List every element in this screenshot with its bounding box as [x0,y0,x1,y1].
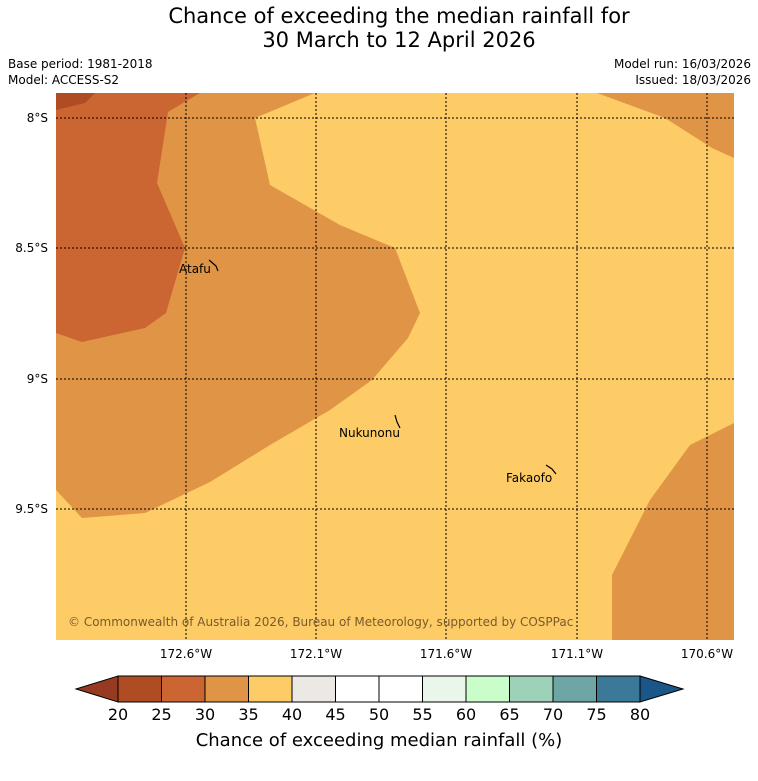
colorbar-tick-35: 35 [238,705,259,724]
colorbar-segment-55-60 [422,675,467,703]
colorbar-segment-25-30 [161,675,206,703]
lat-label-8s: 8°S [26,111,48,125]
model-name: Model: ACCESS-S2 [8,73,120,87]
nukunonu-island [394,414,401,429]
colorbar-segment-60-65 [465,675,510,703]
colorbar-over-arrow [639,675,685,703]
lon-label-170-6w: 170.6°W [680,647,734,661]
lon-label-171-6w: 171.6°W [419,647,473,661]
base-period: Base period: 1981-2018 [8,57,153,71]
colorbar-tick-20: 20 [107,705,129,724]
lon-label-172-1w: 172.1°W [289,647,343,661]
copyright-notice: © Commonwealth of Australia 2026, Bureau… [68,615,573,629]
colorbar-segment-40-45 [291,675,336,703]
title-line-2: 30 March to 12 April 2026 [262,28,536,52]
colorbar-tick-60: 60 [455,705,477,724]
atafu-island [208,259,219,272]
lat-label-9-5s: 9.5°S [15,502,48,516]
band-30-35-southeast-region [612,423,734,640]
colorbar-tick-45: 45 [325,705,346,724]
colorbar-segment-50-55 [378,675,423,703]
band-20-25-corner [56,93,95,110]
place-fakaofo: Fakaofo [506,471,552,485]
island-outlines [208,259,557,475]
lat-label-8-5s: 8.5°S [15,241,48,255]
colorbar-segment-20-25 [117,675,162,703]
issued-date: Issued: 18/03/2026 [635,73,751,87]
gridlines [56,93,734,640]
colorbar-tick-65: 65 [499,705,520,724]
colorbar-tick-55: 55 [412,705,433,724]
chart-title: Chance of exceeding the median rainfall … [0,4,758,52]
colorbar-tick-40: 40 [281,705,303,724]
colorbar-under-arrow [74,675,119,703]
lat-label-9s: 9°S [26,372,48,386]
meta-left: Base period: 1981-2018 Model: ACCESS-S2 [8,56,153,88]
colorbar-segment-35-40 [248,675,293,703]
colorbar-tick-50: 50 [368,705,390,724]
band-30-35-northeast-region [597,93,734,158]
lon-label-172-6w: 172.6°W [159,647,213,661]
colorbar-label: Chance of exceeding median rainfall (%) [195,730,563,751]
lon-label-171-1w: 171.1°W [550,647,604,661]
colorbar-tick-70: 70 [542,705,564,724]
map-area: Atafu Nukunonu Fakaofo © Commonwealth of… [56,93,734,640]
colorbar-segment-30-35 [204,675,249,703]
colorbar [74,675,685,703]
title-line-1: Chance of exceeding the median rainfall … [168,4,630,28]
colorbar-tick-25: 25 [151,705,172,724]
fakaofo-island [545,464,557,475]
meta-right: Model run: 16/03/2026 Issued: 18/03/2026 [614,56,751,88]
model-run: Model run: 16/03/2026 [613,57,751,71]
band-25-30-region [56,93,200,342]
colorbar-tick-75: 75 [586,705,607,724]
colorbar-segment-75-80 [596,675,641,703]
colorbar-segment-65-70 [509,675,554,703]
colorbar-segment-70-75 [552,675,597,703]
colorbar-segment-45-50 [335,675,380,703]
place-nukunonu: Nukunonu [339,426,400,440]
place-atafu: Atafu [179,262,211,276]
colorbar-tick-80: 80 [629,705,651,724]
colorbar-tick-30: 30 [194,705,216,724]
